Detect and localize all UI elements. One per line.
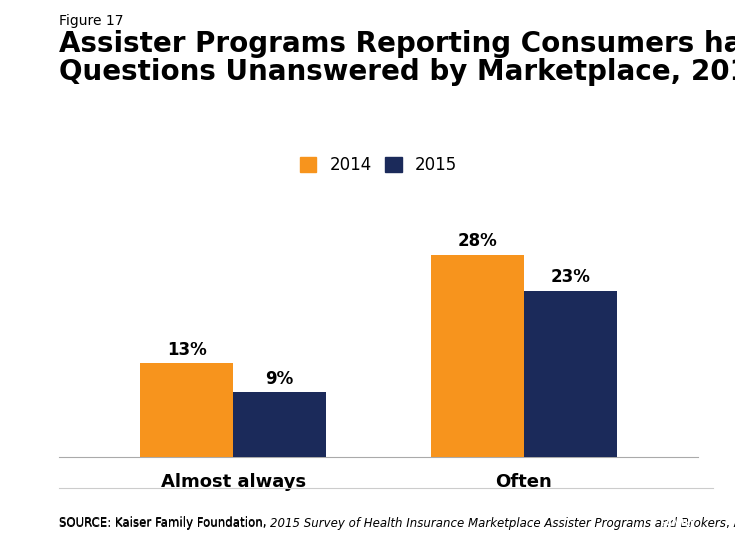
Text: Questions Unanswered by Marketplace, 2014 vs. 2015: Questions Unanswered by Marketplace, 201…	[59, 58, 735, 86]
Legend: 2014, 2015: 2014, 2015	[300, 156, 457, 175]
Text: KAISER: KAISER	[659, 509, 697, 517]
Text: 13%: 13%	[167, 341, 207, 359]
Bar	[140, 363, 233, 457]
Text: 28%: 28%	[457, 232, 497, 250]
Text: Assister Programs Reporting Consumers had Health Plan: Assister Programs Reporting Consumers ha…	[59, 30, 735, 58]
Text: THE HENRY J.: THE HENRY J.	[664, 500, 692, 505]
Text: , August 2015.: , August 2015.	[726, 517, 735, 530]
Bar	[233, 392, 326, 457]
Text: SOURCE: Kaiser Family Foundation,: SOURCE: Kaiser Family Foundation,	[59, 517, 270, 530]
Text: 2015 Survey of Health Insurance Marketplace Assister Programs and Brokers: 2015 Survey of Health Insurance Marketpl…	[270, 517, 726, 530]
Text: 9%: 9%	[265, 370, 294, 388]
Bar	[524, 291, 617, 457]
Text: FOUNDATION: FOUNDATION	[664, 532, 692, 536]
Bar	[431, 255, 524, 457]
Text: FAMILY: FAMILY	[661, 519, 695, 528]
Text: 23%: 23%	[551, 268, 590, 287]
Text: Figure 17: Figure 17	[59, 14, 123, 28]
Text: SOURCE: Kaiser Family Foundation,: SOURCE: Kaiser Family Foundation,	[59, 516, 270, 529]
